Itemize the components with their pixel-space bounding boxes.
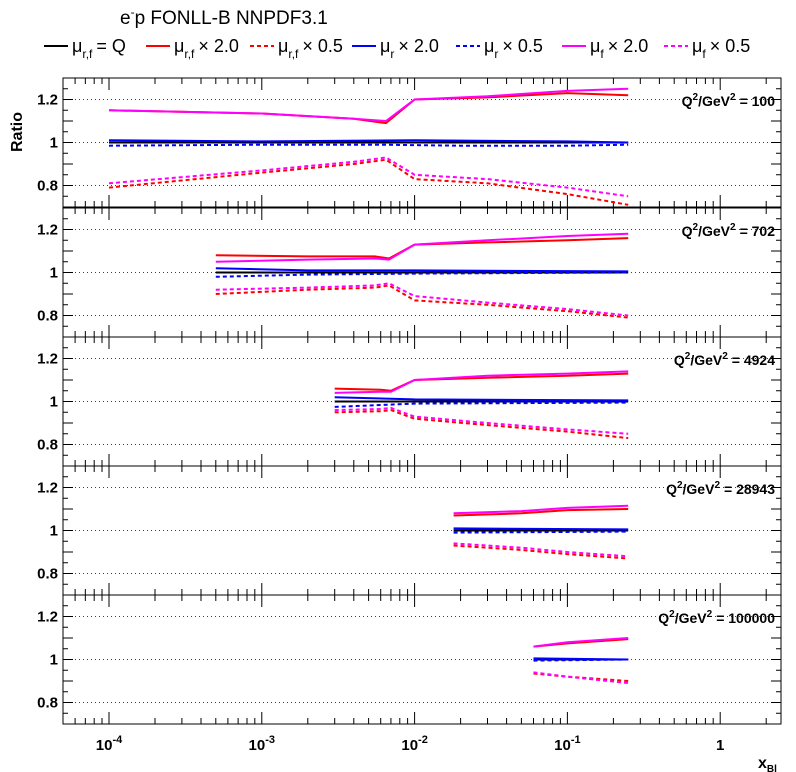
legend-entry-1: μr,f × 2.0 bbox=[146, 36, 239, 61]
panel-q2-label: Q2/GeV2 = 702 bbox=[682, 222, 776, 239]
legend-label: μf × 0.5 bbox=[692, 36, 750, 61]
series-line-rf2 bbox=[453, 508, 629, 517]
series-line-rf05 bbox=[453, 544, 629, 560]
series-line-r2 bbox=[453, 527, 629, 531]
panel-q2-label: Q2/GeV2 = 100000 bbox=[658, 609, 775, 626]
series-line-f05 bbox=[453, 542, 629, 558]
legend-entry-3: μr × 2.0 bbox=[352, 36, 439, 61]
panel-q2-label: Q2/GeV2 = 28943 bbox=[666, 480, 775, 497]
series-line-f2 bbox=[108, 87, 629, 123]
y-tick-label: 1 bbox=[50, 652, 58, 669]
series-line-rf2 bbox=[108, 92, 629, 125]
panel-q2-label: Q2/GeV2 = 4924 bbox=[674, 351, 775, 368]
legend: μr,f = Q μr,f × 2.0 μr,f × 0.5 μr × 2.0 μr × 0.5 μ… bbox=[44, 36, 750, 61]
legend-entry-0: μr,f = Q bbox=[44, 36, 126, 61]
y-tick-label: 1.2 bbox=[37, 480, 58, 497]
y-tick-label: 1.2 bbox=[37, 351, 58, 368]
panel-0: 0.8 1 1.2 Q2/GeV2 = 100 bbox=[37, 77, 782, 208]
series-line-rf05 bbox=[108, 158, 629, 206]
y-tick-label: 0.8 bbox=[37, 695, 58, 712]
legend-label: μr,f × 0.5 bbox=[278, 36, 343, 61]
legend-entry-4: μr × 0.5 bbox=[456, 36, 543, 61]
panel-2: 0.8 1 1.2 Q2/GeV2 = 4924 bbox=[37, 336, 782, 467]
y-tick-label: 1.2 bbox=[37, 609, 58, 626]
chart-title: e-p FONLL-B NNPDF3.1 bbox=[120, 5, 328, 29]
x-tick-label: 1 bbox=[716, 737, 724, 754]
series-line-r05 bbox=[108, 143, 629, 147]
series-line-r05 bbox=[453, 530, 629, 534]
series-line-f2 bbox=[533, 637, 629, 648]
series-line-f2 bbox=[453, 504, 629, 515]
legend-label: μr,f × 2.0 bbox=[174, 36, 239, 61]
y-tick-label: 1 bbox=[50, 265, 58, 282]
x-tick-label: 10-4 bbox=[96, 734, 123, 754]
y-tick-label: 1 bbox=[50, 523, 58, 540]
x-axis-label: xBl bbox=[758, 755, 777, 772]
legend-label: μr,f = Q bbox=[72, 36, 126, 61]
series-line-r05 bbox=[334, 401, 629, 408]
y-tick-label: 1.2 bbox=[37, 92, 58, 109]
x-tick-label: 10-2 bbox=[401, 734, 427, 754]
y-tick-label: 0.8 bbox=[37, 566, 58, 583]
series-line-f05 bbox=[334, 406, 629, 435]
series-line-f05 bbox=[108, 156, 629, 198]
panel-q2-label: Q2/GeV2 = 100 bbox=[682, 92, 776, 109]
y-tick-label: 1 bbox=[50, 135, 58, 152]
legend-label: μf × 2.0 bbox=[590, 36, 648, 61]
legend-entry-2: μr,f × 0.5 bbox=[250, 36, 343, 61]
y-tick-label: 1 bbox=[50, 394, 58, 411]
series-line-f05 bbox=[533, 671, 629, 685]
y-tick-label: 0.8 bbox=[37, 178, 58, 195]
x-tick-label: 10-1 bbox=[554, 734, 580, 754]
series-line-rf05 bbox=[215, 284, 629, 319]
legend-label: μr × 0.5 bbox=[484, 36, 543, 61]
y-tick-label: 0.8 bbox=[37, 437, 58, 454]
panel-1: 0.8 1 1.2 Q2/GeV2 = 702 bbox=[37, 207, 782, 338]
y-axis-label: Ratio bbox=[9, 112, 26, 152]
series-line-r2 bbox=[215, 267, 629, 273]
title-text: e-p FONLL-B NNPDF3.1 bbox=[120, 5, 328, 29]
series-line-rf2 bbox=[215, 237, 629, 260]
y-tick-label: 1.2 bbox=[37, 222, 58, 239]
panel-3: 0.8 1 1.2 Q2/GeV2 = 28943 bbox=[37, 465, 782, 596]
series-line-r2 bbox=[108, 139, 629, 144]
legend-label: μr × 2.0 bbox=[380, 36, 439, 61]
panels: 0.811.2 Q2/GeV2 = 1000.811.2 Q2/GeV2 = 7020.… bbox=[37, 77, 782, 725]
y-tick-label: 0.8 bbox=[37, 308, 58, 325]
series-line-f2 bbox=[334, 370, 629, 394]
x-axis: 10-4 10-3 10-2 10-1 1 bbox=[96, 734, 725, 754]
panel-4: 0.8 1 1.2 Q2/GeV2 = 100000 bbox=[37, 594, 782, 725]
legend-entry-5: μf × 2.0 bbox=[562, 36, 648, 61]
series-line-r2 bbox=[334, 396, 629, 402]
series-line-f2 bbox=[215, 232, 629, 263]
series-line-r05 bbox=[533, 658, 629, 662]
legend-entry-6: μf × 0.5 bbox=[664, 36, 750, 61]
x-tick-label: 10-3 bbox=[249, 734, 275, 754]
series-line-rf05 bbox=[334, 409, 629, 440]
series-line-f05 bbox=[215, 282, 629, 317]
